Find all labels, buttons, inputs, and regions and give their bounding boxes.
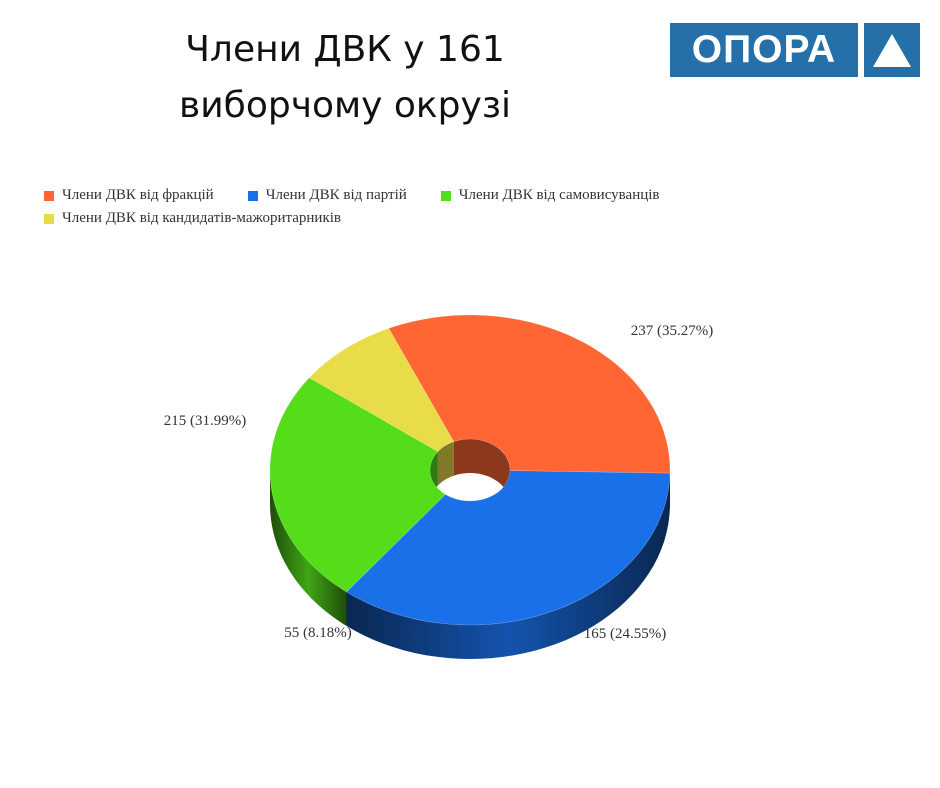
- slice-3: [308, 328, 455, 452]
- legend-item-factions[interactable]: Члени ДВК від фракцій: [44, 187, 214, 204]
- hole-wall-segment: [453, 439, 510, 504]
- legend-swatch: [440, 190, 451, 201]
- logo-wordmark: ОПОРА: [670, 23, 858, 77]
- legend-swatch: [247, 190, 258, 201]
- legend-item-majoritarian[interactable]: Члени ДВК від кандидатів-мажоритарників: [44, 210, 341, 227]
- legend-item-self-nominated[interactable]: Члени ДВК від самовисуванців: [440, 187, 660, 204]
- legend-label: Члени ДВК від партій: [265, 187, 407, 203]
- chart-title: Члени ДВК у 161 виборчому окрузі: [179, 29, 511, 126]
- slice-2: [269, 377, 446, 593]
- data-label-2: 165 (24.55%): [584, 626, 667, 642]
- legend-label: Члени ДВК від кандидатів-мажоритарників: [62, 210, 341, 226]
- slice-side-wall: [346, 473, 670, 659]
- legend-label: Члени ДВК від фракцій: [62, 187, 214, 203]
- legend-swatch: [44, 190, 54, 201]
- legend-label: Члени ДВК від самовисуванців: [458, 187, 660, 203]
- slice-0: [388, 314, 671, 474]
- chart-legend: Члени ДВК від фракцій Члени ДВК від парт…: [44, 187, 804, 227]
- data-label-0: 215 (31.99%): [164, 413, 247, 429]
- data-label-1: 237 (35.27%): [631, 323, 714, 339]
- data-label-3: 55 (8.18%): [284, 625, 352, 641]
- legend-swatch: [44, 213, 54, 224]
- opora-logo: ОПОРА: [670, 23, 920, 77]
- hole-wall-segment: [437, 441, 454, 486]
- slice-side-wall: [270, 470, 347, 626]
- triangle-icon: [864, 23, 920, 77]
- slice-1: [346, 470, 671, 626]
- legend-item-parties[interactable]: Члени ДВК від партій: [247, 187, 407, 204]
